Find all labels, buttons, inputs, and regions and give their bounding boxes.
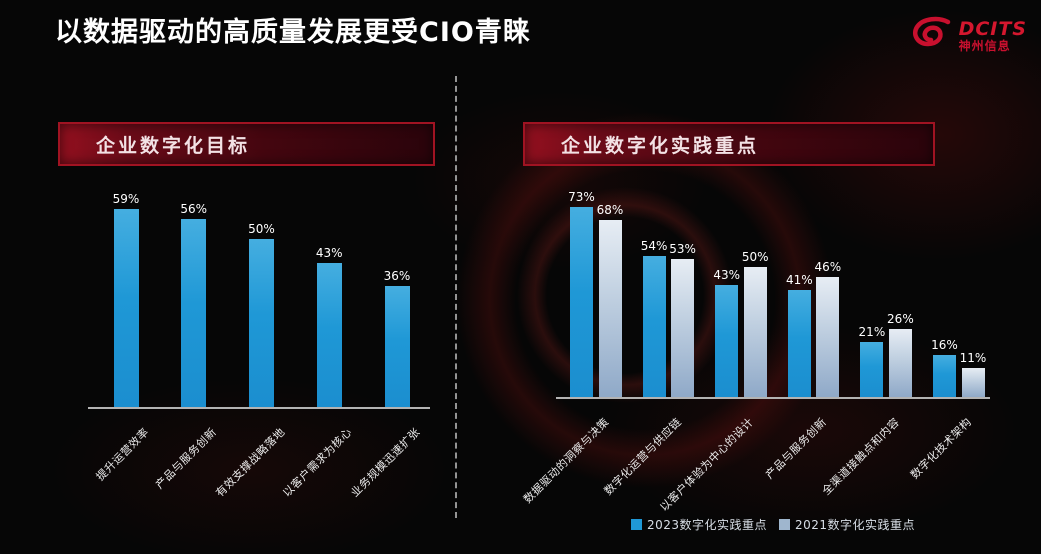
page-title: 以数据驱动的高质量发展更受CIO青睐: [55, 17, 531, 48]
bar-value-label: 50%: [741, 250, 769, 264]
bar-value-label: 26%: [887, 312, 914, 326]
goals-bar-chart: 59% 56% 50% 43% 36% 提升运营效率 产品与服务创新 有效支撑战略落地 以客户需…: [88, 180, 430, 500]
bar: [961, 368, 985, 397]
bar: [113, 209, 139, 407]
legend-swatch-icon: [779, 519, 790, 530]
bar-value-label: 43%: [713, 268, 741, 282]
brand-logo: DCITS 神州信息: [909, 14, 1027, 58]
bar: [787, 290, 811, 397]
bar: [642, 256, 666, 397]
bar-value-label: 73%: [568, 190, 595, 204]
goals-chart-title: 企业数字化目标: [96, 134, 251, 157]
legend-label: 2021数字化实践重点: [795, 518, 916, 532]
brand-text: DCITS 神州信息: [958, 17, 1027, 53]
brand-name: DCITS: [958, 17, 1027, 40]
goals-chart-header: 企业数字化目标: [58, 122, 435, 166]
bar: [816, 277, 840, 397]
bar-value-label: 21%: [858, 325, 886, 339]
bar-value-label: 56%: [180, 202, 208, 216]
bar-value-label: 36%: [383, 269, 411, 283]
practices-chart-header: 企业数字化实践重点: [523, 122, 935, 166]
legend-item: 2021数字化实践重点: [779, 516, 915, 533]
bar: [860, 342, 884, 397]
brand-subtitle: 神州信息: [958, 38, 1011, 53]
practices-chart-legend: 2023数字化实践重点 2021数字化实践重点: [556, 516, 990, 533]
practices-bar-chart: 73% 54% 43% 41% 21% 16% 68% 53% 50% 46% 26% 11% 数据驱动…: [521, 170, 990, 514]
bar: [598, 220, 622, 397]
bar: [570, 207, 593, 397]
bar: [933, 355, 956, 397]
legend-item: 2023数字化实践重点: [630, 516, 767, 533]
bar-value-label: 68%: [596, 203, 624, 217]
bar-value-label: 11%: [959, 351, 987, 365]
bar-value-label: 43%: [315, 246, 343, 260]
bar-value-label: 53%: [669, 242, 696, 256]
bar-value-label: 50%: [248, 222, 275, 236]
legend-label: 2023数字化实践重点: [646, 518, 767, 532]
dcits-swirl-icon: [909, 14, 953, 58]
bar: [743, 267, 767, 397]
legend-swatch-icon: [630, 519, 642, 530]
practices-chart-title: 企业数字化实践重点: [561, 134, 760, 157]
bar: [888, 329, 912, 397]
bar-value-label: 59%: [112, 192, 140, 206]
vertical-dashed-divider: [455, 76, 457, 518]
bar: [181, 219, 207, 407]
bar: [249, 239, 274, 407]
bar: [384, 286, 410, 407]
bar-value-label: 46%: [814, 260, 842, 274]
bar-value-label: 41%: [785, 273, 813, 287]
bar: [671, 259, 695, 397]
bar: [316, 263, 342, 407]
bar-value-label: 54%: [640, 239, 668, 253]
bar: [715, 285, 739, 397]
bar-value-label: 16%: [931, 338, 958, 352]
